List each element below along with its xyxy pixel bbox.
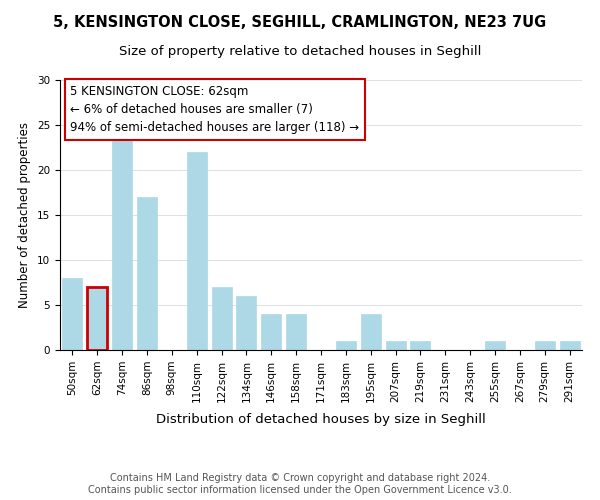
Text: Size of property relative to detached houses in Seghill: Size of property relative to detached ho… xyxy=(119,45,481,58)
Bar xyxy=(212,287,232,350)
Bar xyxy=(187,152,206,350)
Bar xyxy=(112,134,132,350)
Bar xyxy=(560,341,580,350)
Text: Contains HM Land Registry data © Crown copyright and database right 2024.
Contai: Contains HM Land Registry data © Crown c… xyxy=(88,474,512,495)
X-axis label: Distribution of detached houses by size in Seghill: Distribution of detached houses by size … xyxy=(156,413,486,426)
Bar xyxy=(485,341,505,350)
Bar xyxy=(62,278,82,350)
Bar xyxy=(386,341,406,350)
Y-axis label: Number of detached properties: Number of detached properties xyxy=(19,122,31,308)
Text: 5 KENSINGTON CLOSE: 62sqm
← 6% of detached houses are smaller (7)
94% of semi-de: 5 KENSINGTON CLOSE: 62sqm ← 6% of detach… xyxy=(70,86,359,134)
Bar xyxy=(336,341,356,350)
Text: 5, KENSINGTON CLOSE, SEGHILL, CRAMLINGTON, NE23 7UG: 5, KENSINGTON CLOSE, SEGHILL, CRAMLINGTO… xyxy=(53,15,547,30)
Bar xyxy=(262,314,281,350)
Bar xyxy=(88,287,107,350)
Bar xyxy=(535,341,554,350)
Bar xyxy=(410,341,430,350)
Bar xyxy=(137,197,157,350)
Bar xyxy=(286,314,306,350)
Bar xyxy=(236,296,256,350)
Bar xyxy=(361,314,380,350)
